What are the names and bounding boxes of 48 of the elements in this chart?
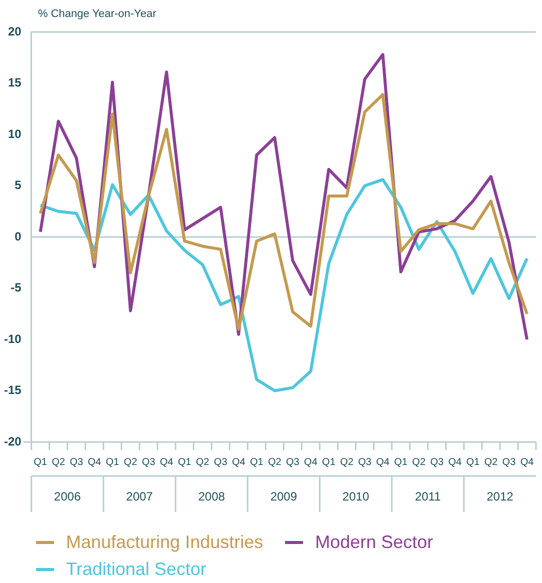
x-tick-label: Q3 <box>70 456 84 468</box>
y-tick-label: -5 <box>10 280 22 295</box>
x-tick-label: Q3 <box>214 456 228 468</box>
legend-label: Manufacturing Industries <box>66 532 264 553</box>
x-tick-label: Q1 <box>322 456 336 468</box>
y-tick-label: -10 <box>4 332 22 346</box>
x-tick-label: Q1 <box>106 456 120 468</box>
x-tick-label: Q4 <box>376 456 390 468</box>
x-tick-label: Q2 <box>124 456 138 468</box>
text: 2010 <box>342 489 370 504</box>
text: 2008 <box>198 489 226 504</box>
legend-label: Traditional Sector <box>66 559 206 580</box>
x-tick-label: Q3 <box>358 456 372 468</box>
x-tick-label: Q4 <box>88 456 102 468</box>
x-tick-label: Q3 <box>286 456 300 468</box>
text: 2006 <box>54 489 82 504</box>
x-tick-label: Q2 <box>484 456 498 468</box>
x-tick-label: Q1 <box>394 456 408 468</box>
x-tick-label: Q3 <box>502 456 516 468</box>
y-tick-label: -15 <box>4 383 22 398</box>
y-axis-title: % Change Year-on-Year <box>38 8 156 20</box>
x-tick-label: Q3 <box>430 456 444 468</box>
text: 2007 <box>126 489 154 504</box>
x-tick-label: Q1 <box>466 456 480 468</box>
y-tick-label: 0 <box>14 229 22 244</box>
x-tick-label: Q1 <box>34 456 48 468</box>
y-tick-label: 10 <box>8 126 22 141</box>
x-tick-label: Q1 <box>178 456 192 468</box>
x-tick-label: Q3 <box>142 456 156 468</box>
x-tick-label: Q2 <box>196 456 210 468</box>
y-tick-label: 20 <box>8 24 22 38</box>
x-tick-label: Q2 <box>412 456 426 468</box>
x-tick-label: Q2 <box>340 456 354 468</box>
x-tick-label: Q4 <box>304 456 318 468</box>
y-tick-label: 15 <box>8 76 22 90</box>
x-tick-label: Q2 <box>52 456 66 468</box>
x-tick-label: Q4 <box>448 456 462 468</box>
text: 2009 <box>270 489 298 504</box>
text: 2012 <box>486 489 514 504</box>
x-tick-label: Q4 <box>520 456 534 468</box>
y-tick-label: -20 <box>4 434 22 448</box>
text: 2011 <box>414 489 442 504</box>
x-tick-label: Q4 <box>232 456 246 468</box>
y-tick-label: 5 <box>14 178 22 192</box>
x-tick-label: Q4 <box>160 456 174 468</box>
legend-label: Modern Sector <box>315 532 434 553</box>
x-tick-label: Q1 <box>250 456 264 468</box>
x-tick-label: Q2 <box>268 456 282 468</box>
